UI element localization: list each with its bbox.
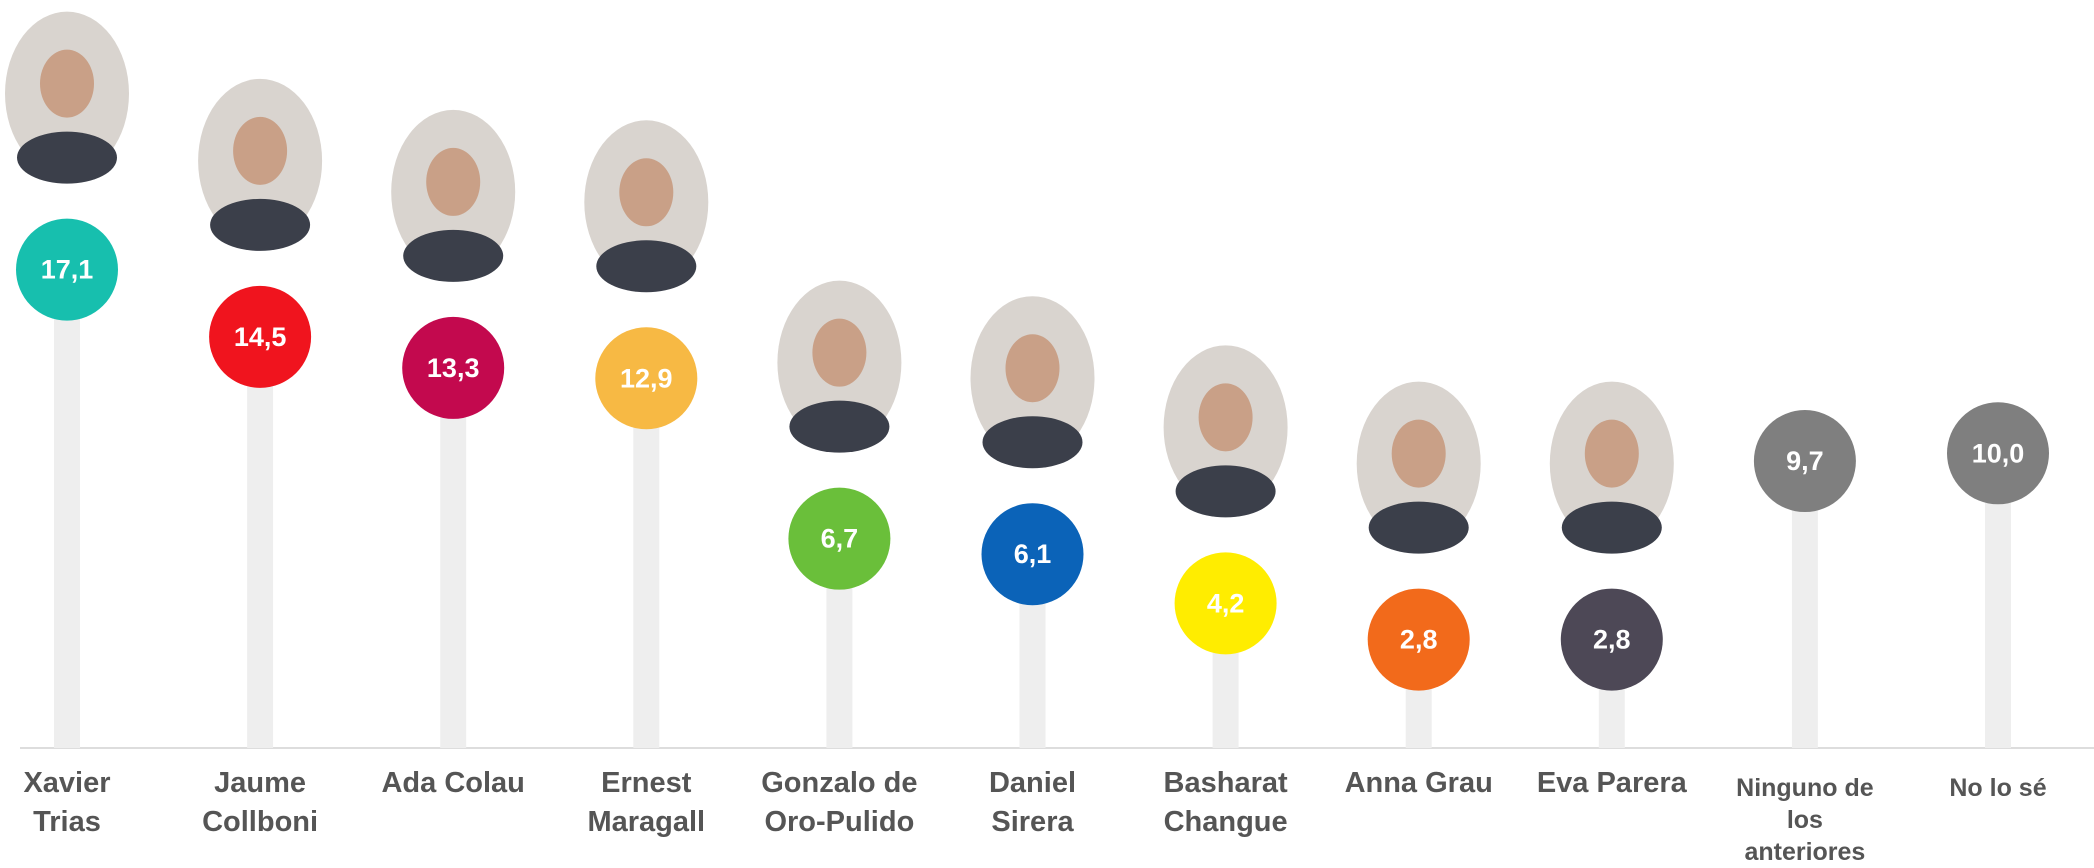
value-label: 10,0 — [1972, 438, 2025, 468]
stem — [440, 368, 466, 748]
photo — [1357, 382, 1481, 554]
stem — [247, 337, 273, 748]
photo — [1550, 382, 1674, 554]
chart: 17,1 14,5 13,3 12,9 6,7 6,1 4,2 2,8 2,8 9,7 10,0 — [0, 0, 2094, 868]
photo-head — [1006, 334, 1060, 402]
category-label: Ernest Maragall — [561, 764, 731, 842]
category-label: Eva Parera — [1502, 764, 1722, 803]
value-label: 13,3 — [427, 353, 480, 383]
stem — [633, 378, 659, 748]
photo-body — [210, 199, 310, 251]
value-label: 6,7 — [821, 524, 859, 554]
category-label: Daniel Sirera — [958, 764, 1108, 842]
category-label: Anna Grau — [1309, 764, 1529, 803]
photo-body — [983, 416, 1083, 468]
page: 17,114,513,312,96,76,14,22,82,89,710,0 (… — [0, 0, 2094, 868]
photo-head — [426, 148, 480, 216]
photo — [5, 12, 129, 184]
photo-head — [1585, 420, 1639, 488]
value-label: 9,7 — [1786, 446, 1824, 476]
photo — [198, 79, 322, 251]
category-label: Xavier Trias — [0, 764, 142, 842]
photo — [584, 120, 708, 292]
photo-body — [17, 132, 117, 184]
photo — [1164, 345, 1288, 517]
photo-body — [1562, 502, 1662, 554]
category-label: Ada Colau — [343, 764, 563, 803]
value-label: 4,2 — [1207, 588, 1245, 618]
category-label: No lo sé — [1898, 772, 2094, 804]
category-label: Jaume Collboni — [185, 764, 335, 842]
category-label: Gonzalo de Oro-Pulido — [734, 764, 944, 842]
stem — [54, 270, 80, 748]
photo-body — [596, 240, 696, 292]
photo-body — [403, 230, 503, 282]
value-label: 2,8 — [1593, 625, 1631, 655]
value-label: 2,8 — [1400, 625, 1438, 655]
value-label: 17,1 — [41, 255, 94, 285]
photo-body — [1176, 465, 1276, 517]
photo-head — [233, 117, 287, 185]
photo-head — [812, 319, 866, 387]
photo-body — [1369, 502, 1469, 554]
photo — [391, 110, 515, 282]
photo-head — [1392, 420, 1446, 488]
photo-head — [1199, 383, 1253, 451]
photo-head — [40, 50, 94, 118]
photo — [777, 281, 901, 453]
value-label: 6,1 — [1014, 539, 1052, 569]
photo-body — [789, 401, 889, 453]
photo — [971, 296, 1095, 468]
photo-head — [619, 158, 673, 226]
category-label: Ninguno de los anteriores — [1735, 772, 1875, 868]
value-label: 12,9 — [620, 363, 673, 393]
category-label: Basharat Changue — [1141, 764, 1311, 842]
value-label: 14,5 — [234, 322, 287, 352]
